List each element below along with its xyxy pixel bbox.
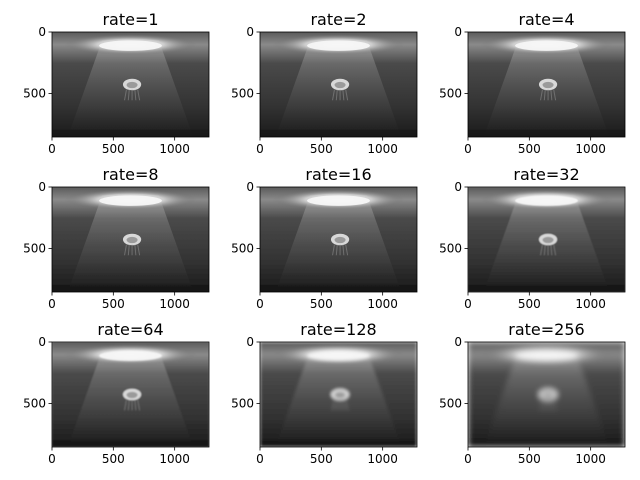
x-tick-label: 0	[256, 297, 264, 311]
axes-frame	[467, 31, 626, 138]
subplot-rate-8: rate=8 0 500 1000 0 500	[23, 165, 210, 311]
subplot-rate-32: rate=32 0 500 1000 0 500	[439, 165, 626, 311]
x-tick-label: 500	[310, 142, 333, 156]
x-tick-label: 0	[464, 297, 472, 311]
x-tick-label: 500	[102, 142, 125, 156]
image-heatmap	[52, 342, 209, 447]
axes-frame	[259, 31, 418, 138]
subplot-title: rate=4	[518, 10, 574, 29]
x-tick-label: 0	[256, 142, 264, 156]
image-heatmap	[468, 187, 625, 292]
x-tick-label: 0	[48, 142, 56, 156]
subplot-title: rate=8	[102, 165, 158, 184]
image-heatmap	[260, 187, 417, 292]
image-heatmap	[52, 187, 209, 292]
y-tick-label: 0	[38, 180, 46, 194]
x-tick-label: 1000	[159, 297, 190, 311]
y-tick-label: 500	[231, 87, 254, 101]
x-tick-label: 500	[518, 297, 541, 311]
y-tick-label: 0	[38, 25, 46, 39]
subplot-title: rate=64	[97, 320, 163, 339]
subplot-rate-64: rate=64 0 500 1000 0 500	[23, 320, 210, 466]
x-tick-label: 1000	[367, 452, 398, 466]
y-tick-label: 0	[454, 335, 462, 349]
y-tick-label: 500	[231, 397, 254, 411]
y-tick-label: 0	[246, 180, 254, 194]
x-tick-label: 1000	[159, 142, 190, 156]
subplot-rate-1: rate=1 0 500 1000 0 500	[23, 10, 210, 156]
x-tick-label: 1000	[367, 142, 398, 156]
y-tick-label: 0	[246, 335, 254, 349]
x-tick-label: 0	[464, 452, 472, 466]
image-heatmap	[260, 32, 417, 137]
x-tick-label: 1000	[575, 297, 606, 311]
y-tick-label: 500	[439, 87, 462, 101]
x-tick-label: 500	[102, 297, 125, 311]
y-tick-label: 0	[454, 25, 462, 39]
subplot-rate-16: rate=16 0 500 1000 0 500	[231, 165, 418, 311]
axes-frame	[51, 341, 210, 448]
axes-frame	[259, 341, 418, 448]
x-tick-label: 0	[48, 452, 56, 466]
y-tick-label: 0	[454, 180, 462, 194]
subplot-title: rate=256	[508, 320, 584, 339]
image-heatmap	[468, 32, 625, 137]
axes-frame	[259, 186, 418, 293]
x-tick-label: 1000	[575, 452, 606, 466]
x-tick-label: 500	[518, 452, 541, 466]
subplot-title: rate=16	[305, 165, 371, 184]
axes-frame	[467, 186, 626, 293]
subplot-title: rate=128	[300, 320, 376, 339]
x-tick-label: 0	[464, 142, 472, 156]
axes-frame	[467, 341, 626, 448]
axes-frame	[51, 31, 210, 138]
y-tick-label: 500	[23, 397, 46, 411]
image-heatmap	[52, 32, 209, 137]
x-tick-label: 0	[256, 452, 264, 466]
y-tick-label: 500	[231, 242, 254, 256]
y-tick-label: 500	[23, 242, 46, 256]
x-tick-label: 0	[48, 297, 56, 311]
x-tick-label: 1000	[367, 297, 398, 311]
subplot-title: rate=1	[102, 10, 158, 29]
image-heatmap	[260, 342, 417, 447]
y-tick-label: 0	[38, 335, 46, 349]
x-tick-label: 500	[310, 452, 333, 466]
y-tick-label: 500	[439, 397, 462, 411]
subplot-rate-4: rate=4 0 500 1000 0 500	[439, 10, 626, 156]
subplot-rate-256: rate=256 0 500 1000 0 500	[439, 320, 626, 466]
x-tick-label: 500	[310, 297, 333, 311]
image-heatmap	[468, 342, 625, 447]
y-tick-label: 500	[23, 87, 46, 101]
subplot-rate-128: rate=128 0 500 1000 0 500	[231, 320, 418, 466]
subplot-title: rate=32	[513, 165, 579, 184]
axes-frame	[51, 186, 210, 293]
x-tick-label: 1000	[159, 452, 190, 466]
subplot-title: rate=2	[310, 10, 366, 29]
x-tick-label: 1000	[575, 142, 606, 156]
y-tick-label: 500	[439, 242, 462, 256]
x-tick-label: 500	[102, 452, 125, 466]
y-tick-label: 0	[246, 25, 254, 39]
subplot-rate-2: rate=2 0 500 1000 0 500	[231, 10, 418, 156]
x-tick-label: 500	[518, 142, 541, 156]
